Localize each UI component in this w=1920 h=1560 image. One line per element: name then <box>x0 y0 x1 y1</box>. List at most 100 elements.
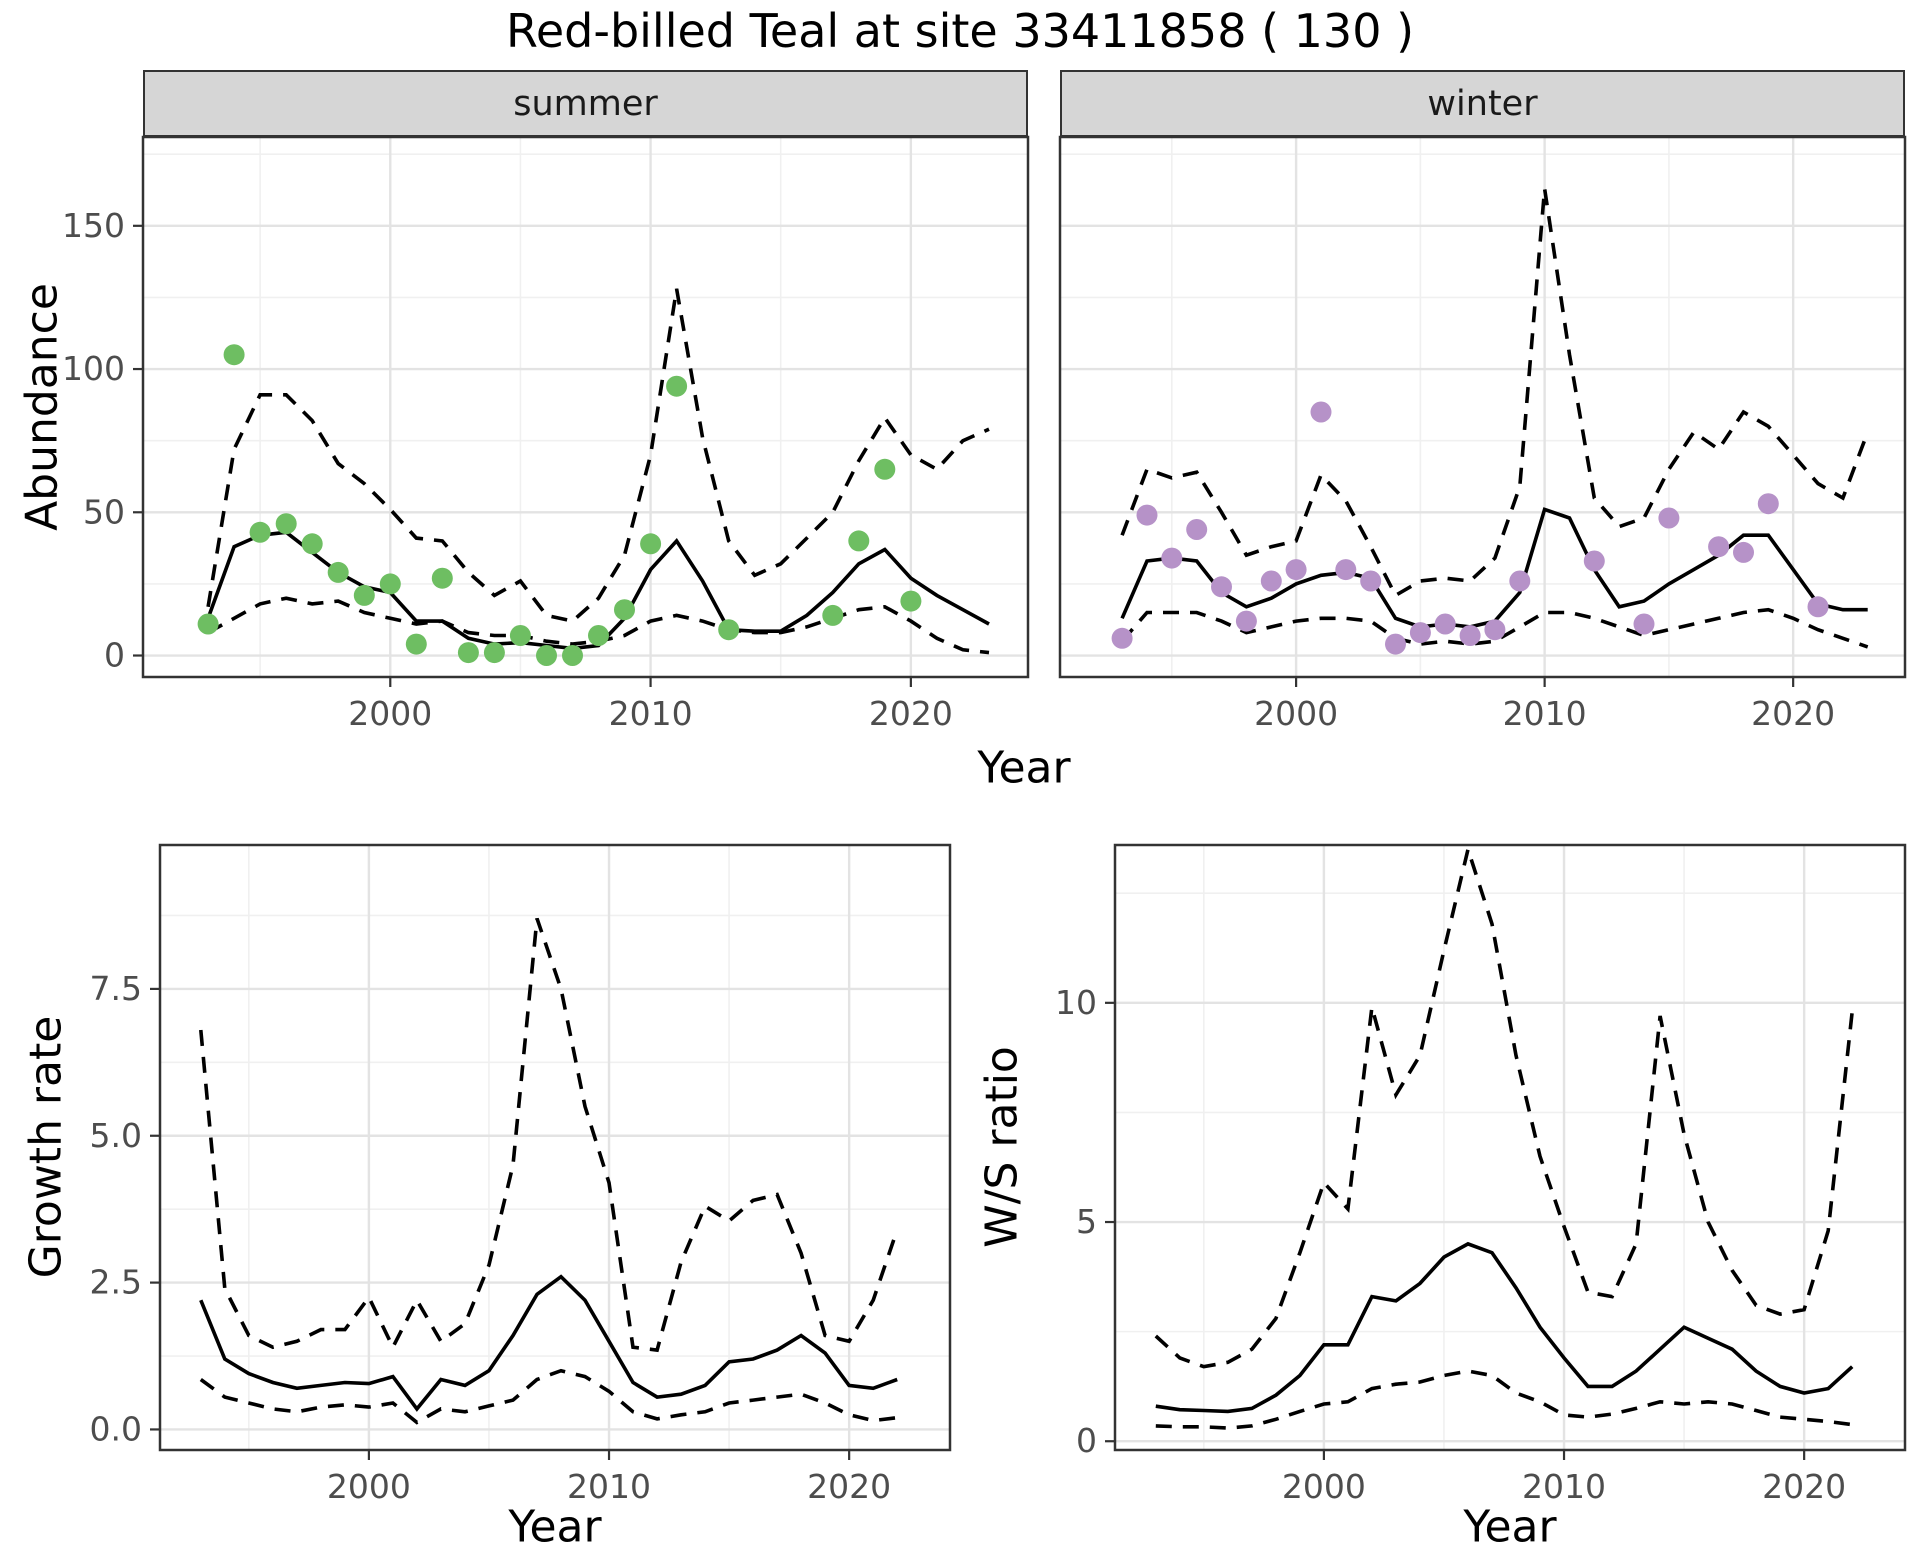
observed-winter-point <box>1459 625 1481 646</box>
observed-summer-point <box>275 513 297 535</box>
observed-winter-point <box>1583 550 1605 572</box>
tick-label: 2020 <box>869 694 953 733</box>
observed-winter-point <box>1285 559 1307 581</box>
observed-winter-point <box>1360 570 1382 592</box>
ws-ratio-lower_ci-line <box>1155 1369 1853 1430</box>
tick-label: 0.0 <box>90 1409 142 1448</box>
observed-summer-point <box>353 584 375 606</box>
observed-summer-point <box>379 573 401 595</box>
growth-rate-lower_ci-line <box>199 1368 898 1425</box>
tick-label: 2020 <box>1762 1467 1846 1506</box>
observed-winter-point <box>1235 610 1257 632</box>
observed-summer-point <box>588 625 609 646</box>
observed-summer-point <box>666 375 688 397</box>
observed-winter-point <box>1111 627 1133 649</box>
observed-winter-point <box>1733 541 1754 563</box>
observed-winter-point <box>1211 576 1232 598</box>
abundance-summer-series <box>197 288 990 666</box>
observed-summer-point <box>900 590 922 612</box>
observed-summer-point <box>718 619 740 641</box>
abundance-winter-panel-border <box>1058 135 1907 679</box>
facet-strip-winter: winter <box>1060 70 1905 137</box>
tick-label: 10 <box>1055 983 1097 1022</box>
ws-ratio-mean-line <box>1155 1241 1854 1414</box>
growth-rate-panel-border <box>158 843 952 1452</box>
tick-label: 2010 <box>1522 1467 1606 1506</box>
tick-label: 2000 <box>327 1467 411 1506</box>
tick-label: 2020 <box>807 1467 891 1506</box>
observed-summer-point <box>640 533 662 555</box>
tick-label: 5.0 <box>90 1116 142 1155</box>
tick-label: 50 <box>83 492 125 531</box>
growth-rate-series <box>199 917 899 1425</box>
observed-summer-point <box>874 458 896 480</box>
observed-summer-point <box>431 567 453 589</box>
growth-rate-mean-line <box>199 1274 898 1412</box>
y-axis-title-abundance: Abundance <box>16 283 68 531</box>
observed-winter-point <box>1335 559 1357 581</box>
tick-label: 2000 <box>1282 1467 1366 1506</box>
abundance-winter-lower_ci-line <box>1120 607 1869 649</box>
tick-label: 2000 <box>348 694 432 733</box>
x-axis-title-year-bottom-left: Year <box>508 1501 602 1553</box>
ws-ratio-panel-border <box>1113 843 1907 1452</box>
tick-label: 100 <box>62 349 125 388</box>
observed-summer-point <box>223 344 245 366</box>
abundance-summer-panel-border <box>141 135 1030 679</box>
observed-winter-point <box>1186 519 1208 540</box>
observed-winter-point <box>1807 596 1829 618</box>
tick-label: 7.5 <box>90 969 142 1008</box>
observed-winter-point <box>1434 613 1456 635</box>
tick-label: 2010 <box>1503 694 1587 733</box>
tick-label: 0 <box>104 636 125 675</box>
growth-rate-upper_ci-line <box>199 917 899 1353</box>
observed-summer-point <box>848 530 870 552</box>
observed-summer-point <box>509 625 531 646</box>
observed-winter-point <box>1708 536 1730 558</box>
observed-summer-point <box>457 642 479 664</box>
chart-title: Red-billed Teal at site 33411858 ( 130 ) <box>505 4 1415 58</box>
observed-winter-point <box>1757 493 1779 515</box>
tick-label: 2010 <box>609 694 693 733</box>
observed-winter-point <box>1484 619 1506 641</box>
observed-winter-point <box>1509 570 1531 592</box>
tick-label: 150 <box>62 206 125 245</box>
observed-summer-point <box>822 604 844 626</box>
observed-winter-point <box>1633 613 1655 635</box>
y-axis-title-ws-ratio: W/S ratio <box>976 1046 1028 1248</box>
x-axis-title-year-top: Year <box>977 742 1071 794</box>
ws-ratio-upper_ci-line <box>1154 845 1854 1369</box>
facet-strip-summer: summer <box>143 70 1028 137</box>
observed-winter-point <box>1409 622 1431 644</box>
observed-winter-point <box>1658 507 1680 529</box>
observed-summer-point <box>483 642 505 664</box>
observed-summer-point <box>405 633 427 655</box>
observed-winter-point <box>1310 401 1332 423</box>
observed-summer-point <box>562 645 583 666</box>
tick-label: 0 <box>1076 1421 1097 1460</box>
observed-summer-point <box>197 613 219 635</box>
ws-ratio-series <box>1154 845 1854 1430</box>
tick-label: 2.5 <box>90 1263 142 1302</box>
tick-label: 2000 <box>1254 694 1338 733</box>
tick-label: 5 <box>1076 1202 1097 1241</box>
observed-winter-point <box>1385 633 1406 655</box>
observed-winter-point <box>1136 504 1158 526</box>
abundance-winter-series <box>1111 188 1870 655</box>
observed-summer-point <box>536 645 557 666</box>
observed-summer-point <box>301 533 323 555</box>
tick-label: 2010 <box>567 1467 651 1506</box>
abundance-winter-upper_ci-line <box>1120 188 1870 598</box>
observed-summer-point <box>249 521 271 543</box>
observed-winter-point <box>1161 547 1183 569</box>
abundance-winter-mean-line <box>1120 507 1868 629</box>
observed-summer-point <box>327 561 349 583</box>
abundance-summer-upper_ci-line <box>206 288 990 624</box>
y-axis-title-growth-rate: Growth rate <box>20 1015 72 1279</box>
observed-winter-point <box>1260 570 1282 592</box>
tick-label: 2020 <box>1751 694 1835 733</box>
observed-summer-point <box>614 599 635 621</box>
x-axis-title-year-bottom-right: Year <box>1463 1501 1557 1553</box>
